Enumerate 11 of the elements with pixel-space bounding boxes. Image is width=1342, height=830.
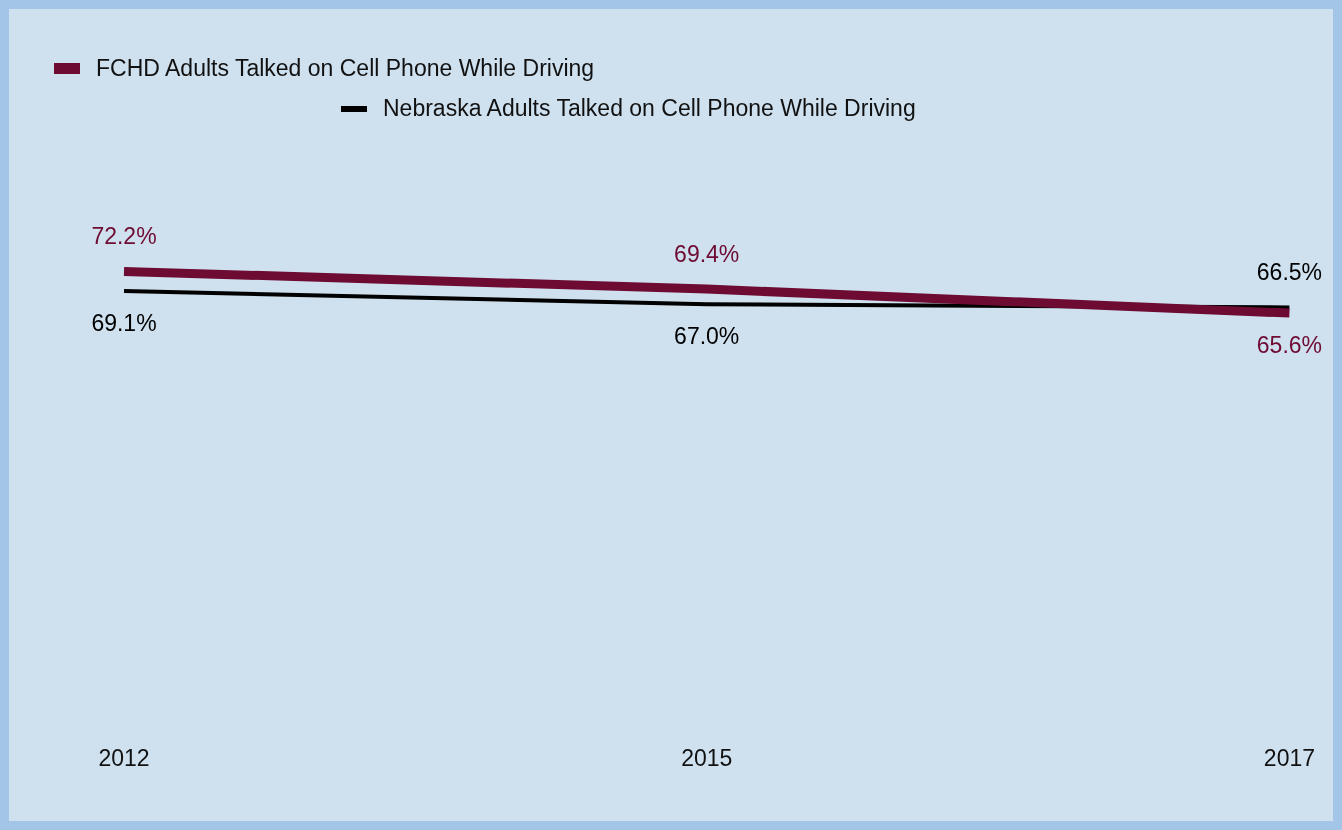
x-tick-label: 2012: [98, 744, 150, 771]
legend-label: Nebraska Adults Talked on Cell Phone While Driving: [383, 95, 916, 122]
x-tick-label: 2015: [681, 744, 733, 771]
data-label: 72.2%: [91, 223, 157, 250]
legend-label: FCHD Adults Talked on Cell Phone While Driving: [96, 55, 595, 82]
data-label: 69.1%: [91, 309, 157, 336]
data-label: 66.5%: [1256, 259, 1323, 286]
data-label: 69.4%: [674, 240, 740, 267]
x-tick-label: 2017: [1263, 744, 1315, 771]
data-label: 67.0%: [674, 323, 740, 350]
data-label: 65.6%: [1256, 331, 1323, 358]
